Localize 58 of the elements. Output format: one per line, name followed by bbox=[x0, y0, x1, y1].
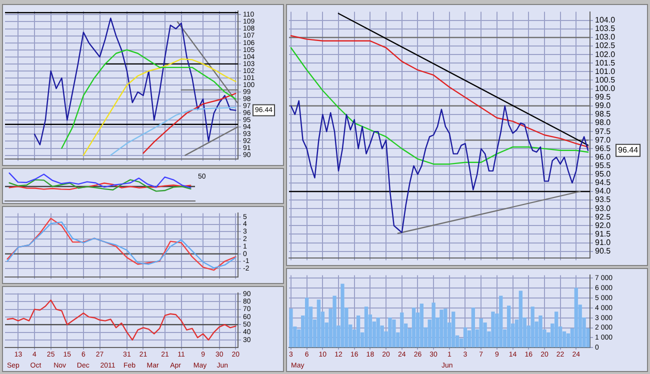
bar bbox=[420, 304, 424, 348]
y-tick-label: 95.5 bbox=[595, 161, 612, 170]
y-tick-label: 103.5 bbox=[595, 24, 616, 34]
y-tick-label: 92.0 bbox=[595, 220, 612, 230]
y-tick-label: 104.0 bbox=[595, 16, 616, 25]
y-tick-label: 97.5 bbox=[595, 126, 612, 136]
y-tick-label: 101.5 bbox=[595, 58, 616, 68]
y-tick-label: 90.5 bbox=[595, 246, 612, 256]
bar bbox=[440, 310, 444, 348]
bar bbox=[538, 316, 542, 348]
bar bbox=[518, 290, 523, 348]
bar bbox=[400, 312, 404, 348]
bar bbox=[304, 298, 309, 348]
bar bbox=[499, 296, 503, 348]
bar bbox=[392, 320, 396, 348]
y-tick-label: 98.0 bbox=[595, 118, 612, 128]
y-tick-label: 93.5 bbox=[595, 195, 612, 204]
y-tick-label: 99.0 bbox=[595, 101, 612, 110]
bar bbox=[574, 288, 578, 348]
text: 96.44 bbox=[618, 146, 639, 155]
y-tick-label: 91.0 bbox=[595, 238, 612, 248]
y-tick-label: 103.0 bbox=[595, 32, 616, 42]
bar bbox=[471, 308, 475, 348]
y-tick-label: 92.5 bbox=[595, 212, 612, 222]
bar bbox=[332, 296, 336, 348]
bar bbox=[530, 306, 534, 348]
y-tick-label: 95.0 bbox=[595, 170, 612, 179]
y-tick-label: 96.5 bbox=[595, 144, 612, 153]
y-tick-label: 93.0 bbox=[595, 204, 612, 213]
y-tick-label: 91.5 bbox=[595, 229, 612, 238]
bar bbox=[491, 312, 495, 348]
y-tick-label: 101.0 bbox=[595, 66, 616, 76]
bar bbox=[364, 306, 368, 348]
bar bbox=[483, 322, 487, 348]
bar bbox=[444, 308, 448, 348]
bar bbox=[412, 308, 416, 348]
y-tick-label: 100.5 bbox=[595, 75, 616, 84]
bar bbox=[479, 318, 483, 348]
y-tick-label: 94.5 bbox=[595, 178, 612, 188]
bar bbox=[452, 312, 456, 348]
bar bbox=[554, 312, 558, 348]
bar bbox=[356, 316, 360, 348]
y-tick-label: 98.5 bbox=[595, 110, 612, 119]
bar bbox=[340, 284, 344, 348]
y-tick-label: 102.5 bbox=[595, 41, 616, 50]
bar bbox=[289, 308, 293, 348]
bar bbox=[376, 318, 380, 348]
y-tick-label: 96.0 bbox=[595, 152, 612, 162]
y-tick-label: 99.5 bbox=[595, 92, 612, 102]
y-tick-label: 94.0 bbox=[595, 186, 612, 196]
bar bbox=[316, 300, 321, 348]
bar bbox=[463, 327, 468, 348]
bar bbox=[388, 318, 392, 348]
y-tick-label: 97.0 bbox=[595, 135, 612, 144]
bar bbox=[506, 306, 511, 348]
y-tick-label: 102.0 bbox=[595, 50, 616, 59]
y-tick-label: 100.0 bbox=[595, 84, 616, 94]
bar bbox=[432, 302, 436, 348]
